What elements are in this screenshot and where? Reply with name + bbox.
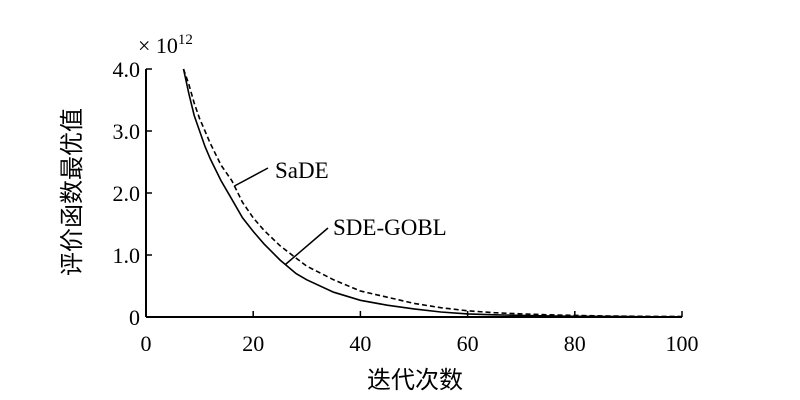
x-tick-label: 80: [564, 331, 586, 356]
y-axis-title: 评价函数最优值: [59, 108, 86, 276]
series-line-sade: [182, 68, 683, 318]
x-axis-title: 迭代次数: [367, 367, 463, 394]
y-tick-label: 1.0: [113, 243, 141, 268]
scale-exponent: 12: [178, 32, 193, 48]
x-tick-label: 20: [242, 331, 264, 356]
annotation-label: SDE-GOBL: [333, 215, 447, 240]
y-tick-label: 3.0: [113, 119, 141, 144]
annotation-label: SaDE: [275, 158, 329, 183]
scale-base: × 10: [138, 33, 178, 58]
y-tick-label: 2.0: [113, 181, 141, 206]
annotation-leader-line: [284, 227, 329, 266]
x-tick-label: 60: [457, 331, 479, 356]
series-line-sde-gobl: [182, 68, 682, 318]
series-layer: [182, 68, 683, 318]
annotation-layer: SaDE SDE-GOBL: [234, 158, 447, 266]
annotation-leader-line: [234, 167, 269, 187]
y-tick-label: 0: [129, 305, 140, 330]
scale-factor-label: × 1012: [138, 32, 193, 58]
x-tick-label: 40: [349, 331, 371, 356]
ticks: 0 20 40 60 80 100 0 1.0 2.0 3.0 4.0: [113, 57, 699, 356]
x-tick-label: 0: [141, 331, 152, 356]
x-tick-label: 100: [666, 331, 699, 356]
y-tick-label: 4.0: [113, 57, 141, 82]
